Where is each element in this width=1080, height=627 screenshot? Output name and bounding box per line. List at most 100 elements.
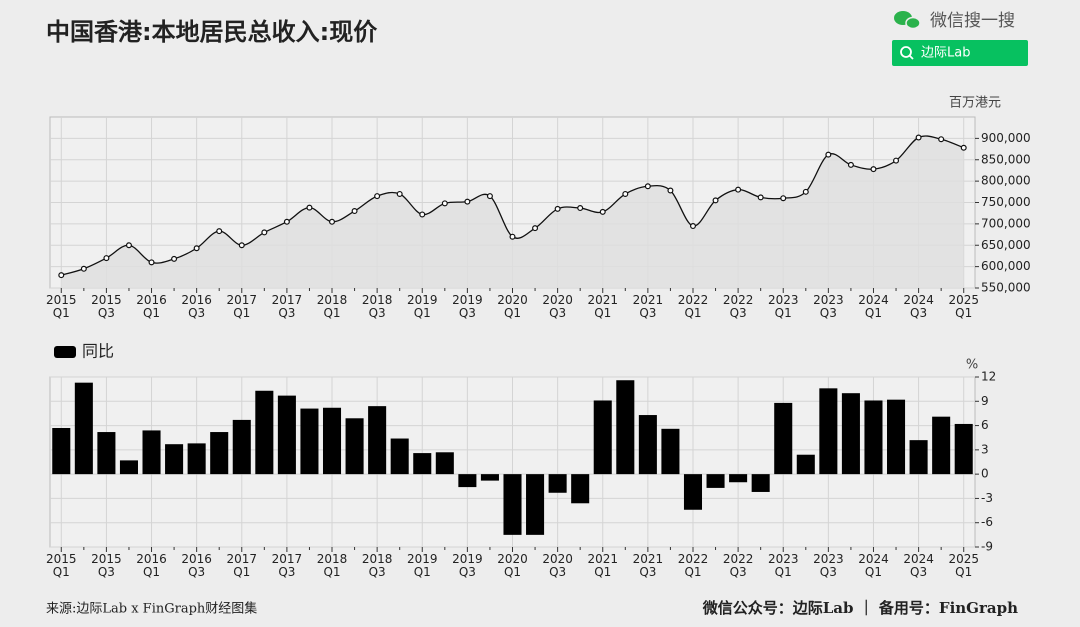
x-tick-label-line: 2016	[136, 293, 167, 307]
x-tick-label-line: 2017	[272, 293, 303, 307]
y-axis-unit: %	[966, 358, 978, 373]
search-text: 边际Lab	[921, 46, 970, 61]
point	[532, 225, 539, 232]
bar	[255, 390, 274, 475]
x-tick-label-line: Q3	[549, 306, 566, 320]
x-tick-label: 2017 Q1	[226, 293, 257, 320]
x-tick-label-line: Q3	[820, 565, 837, 579]
point	[171, 255, 178, 262]
x-tick-label-line: Q3	[820, 306, 837, 320]
point	[757, 194, 764, 201]
y-tick-label: 550,000	[981, 281, 1031, 295]
x-tick-label: 2019 Q3	[452, 552, 483, 579]
credit: 微信公众号：边际Lab ｜ 备用号：FinGraph	[702, 599, 1018, 617]
x-tick-label-line: Q1	[323, 565, 340, 579]
x-tick-label: 2019 Q3	[452, 293, 483, 320]
x-tick-label-line: 2019	[452, 293, 483, 307]
x-tick-label-line: 2019	[407, 552, 438, 566]
x-tick-label-line: Q1	[684, 306, 701, 320]
bar	[74, 382, 93, 475]
x-tick-label-line: 2019	[407, 293, 438, 307]
x-tick-label-line: Q3	[98, 306, 115, 320]
x-tick-label: 2020 Q1	[497, 552, 528, 579]
x-tick-label-line: 2018	[362, 293, 393, 307]
point	[486, 193, 493, 200]
point	[622, 190, 629, 197]
point	[374, 193, 381, 200]
search-icon	[900, 46, 912, 58]
x-tick-label-line: Q1	[53, 565, 70, 579]
x-tick-label: 2017 Q3	[272, 552, 303, 579]
bar	[480, 474, 499, 481]
point	[667, 187, 674, 194]
bar	[300, 408, 319, 475]
bar	[932, 416, 951, 475]
x-tick-label: 2022 Q3	[723, 293, 754, 320]
bar	[751, 474, 770, 492]
bar	[165, 444, 184, 475]
point	[735, 186, 742, 193]
x-tick-label-line: Q1	[955, 306, 972, 320]
bar	[954, 423, 973, 475]
source: 来源:边际Lab x FinGraph财经图集	[46, 601, 257, 617]
x-tick-label-line: 2020	[542, 552, 573, 566]
point	[780, 195, 787, 202]
x-tick-label-line: Q1	[53, 306, 70, 320]
x-tick-label-line: 2023	[768, 293, 799, 307]
x-tick-label: 2025 Q1	[948, 552, 979, 579]
point	[80, 265, 87, 272]
point	[847, 161, 854, 168]
bar	[864, 400, 883, 475]
bar	[458, 474, 477, 488]
bar	[841, 393, 860, 475]
x-tick-label: 2018 Q3	[362, 293, 393, 320]
x-tick-label-line: 2025	[948, 552, 979, 566]
point	[238, 242, 245, 249]
bar	[638, 415, 657, 475]
x-tick-label: 2023 Q3	[813, 552, 844, 579]
x-tick-label-line: Q3	[639, 306, 656, 320]
bar	[706, 474, 725, 488]
x-tick-label-line: Q3	[459, 306, 476, 320]
point	[599, 208, 606, 215]
y-tick-label: -9	[981, 540, 993, 554]
bar	[503, 474, 522, 535]
x-tick-label-line: 2023	[813, 552, 844, 566]
x-tick-label-line: Q3	[188, 306, 205, 320]
y-tick-label: 3	[981, 442, 989, 456]
bar	[413, 453, 432, 475]
bar	[97, 432, 116, 475]
search-button[interactable]	[892, 40, 1028, 66]
x-tick-label-line: Q1	[414, 565, 431, 579]
point	[329, 218, 336, 225]
x-tick-label-line: Q3	[278, 565, 295, 579]
y-tick-label: 800,000	[981, 174, 1031, 188]
x-tick-label-line: Q1	[684, 565, 701, 579]
x-tick-label-line: Q1	[775, 306, 792, 320]
point	[960, 144, 967, 151]
bar	[210, 432, 229, 475]
x-tick-label: 2015 Q1	[46, 293, 77, 320]
bar	[368, 406, 387, 475]
x-tick-label: 2017 Q1	[226, 552, 257, 579]
bar	[616, 380, 635, 475]
x-tick-label: 2015 Q1	[46, 552, 77, 579]
x-tick-label-line: 2017	[272, 552, 303, 566]
x-tick-label-line: Q1	[504, 565, 521, 579]
y-axis-unit: 百万港元	[949, 96, 1001, 111]
x-tick-label: 2021 Q3	[633, 293, 664, 320]
x-tick-label-line: Q3	[459, 565, 476, 579]
bar	[52, 428, 71, 475]
bar	[819, 388, 838, 475]
x-tick-label-line: 2015	[46, 552, 77, 566]
x-tick-label: 2023 Q1	[768, 552, 799, 579]
x-tick-label-line: 2024	[903, 552, 934, 566]
point	[441, 200, 448, 207]
x-tick-label-line: 2018	[317, 552, 348, 566]
x-tick-label-line: 2022	[723, 552, 754, 566]
x-tick-label-line: 2024	[858, 293, 889, 307]
bar	[142, 430, 161, 475]
x-tick-label: 2015 Q3	[91, 552, 122, 579]
bar	[683, 474, 703, 510]
point	[938, 136, 945, 143]
